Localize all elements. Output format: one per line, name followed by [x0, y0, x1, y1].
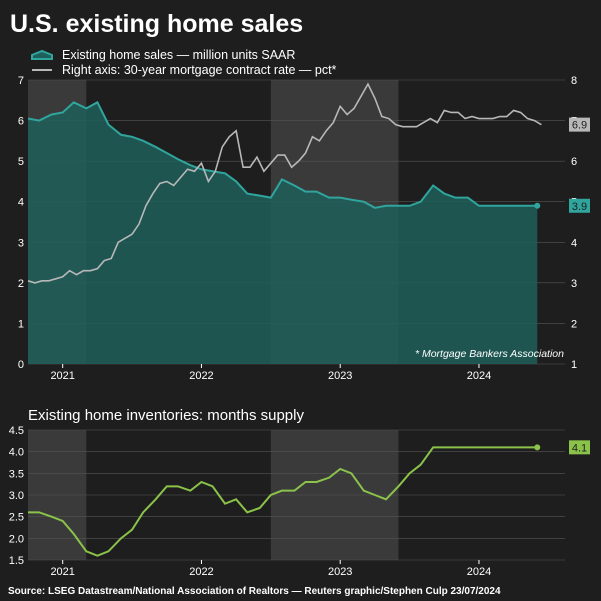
bottom-chart-x-tick-label: 2023: [328, 566, 352, 578]
inventory-end-label: 4.1: [572, 442, 587, 454]
bottom-chart-x-tick-label: 2021: [50, 566, 74, 578]
legend-sales-label: Existing home sales — million units SAAR: [62, 48, 295, 62]
sales-end-dot: [534, 202, 541, 209]
rate-end-label: 6.9: [572, 120, 587, 132]
bottom-chart-y-tick-label: 2.0: [9, 533, 24, 545]
top-chart-y-tick-label: 2: [18, 278, 24, 290]
bottom-chart-y-tick-label: 1.5: [9, 555, 24, 567]
top-chart-x-tick-label: 2022: [189, 370, 213, 382]
bottom-chart-x-tick-label: 2024: [467, 566, 491, 578]
top-chart-y2-tick-label: 8: [571, 75, 577, 87]
top-chart-y2-tick-label: 4: [571, 237, 577, 249]
bottom-chart-y-tick-label: 3.5: [9, 468, 24, 480]
sales-line: [27, 100, 538, 209]
bottom-chart-y-tick-label: 4.5: [9, 425, 24, 437]
rate-end-badge: [569, 117, 590, 132]
bottom-chart-y-tick-label: 2.5: [9, 512, 24, 524]
bottom-chart-y-tick-label: 3.0: [9, 490, 24, 502]
inventory-line: [28, 446, 538, 557]
top-chart-y-tick-label: 4: [18, 197, 24, 209]
top-chart-y-tick-label: 3: [18, 237, 24, 249]
inventory-end-dot: [534, 444, 541, 451]
top-chart-y-tick-label: 5: [18, 156, 24, 168]
top-chart-x-tick-label: 2021: [50, 370, 74, 382]
sales-end-label: 3.9: [572, 201, 587, 213]
top-chart-y2-tick-label: 2: [571, 318, 577, 330]
top-chart-note: * Mortgage Bankers Association: [415, 348, 564, 360]
sales-area: [28, 102, 538, 365]
top-chart-y-tick-label: 7: [18, 75, 24, 87]
sales-end-badge: [569, 198, 590, 213]
bottom-chart-x-tick-label: 2022: [189, 566, 213, 578]
top-chart-y2-tick-label: 1: [571, 359, 577, 371]
top-chart-y-tick-label: 0: [18, 359, 24, 371]
bottom-chart-y-tick-label: 4.0: [9, 447, 24, 459]
top-chart-x-tick-label: 2023: [328, 370, 352, 382]
top-chart: 012345672021202220232024123456783.96.9: [18, 75, 590, 382]
chart-title: U.S. existing home sales: [10, 10, 303, 38]
source-credit: Source: LSEG Datastream/National Associa…: [8, 586, 501, 597]
top-chart-y2-tick-label: 6: [571, 156, 577, 168]
teal-area-swatch-icon: [31, 49, 53, 60]
top-chart-x-tick-label: 2024: [467, 370, 491, 382]
bottom-chart: 1.5 2.0 2.5 3.0 3.5 4.0 4.5 2021 2022 2023 2024 4.1: [9, 425, 590, 578]
inventory-end-badge: [569, 440, 590, 455]
top-chart-legend: Existing home sales — million units SAAR…: [31, 48, 337, 77]
mortgage-rate-line: [27, 82, 542, 284]
top-chart-y-tick-label: 1: [18, 318, 24, 330]
bottom-chart-title: Existing home inventories: months supply: [28, 407, 304, 424]
top-chart-y2-tick-label: 3: [571, 278, 577, 290]
top-chart-y-tick-label: 6: [18, 116, 24, 128]
legend-rate-label: Right axis: 30-year mortgage contract ra…: [62, 63, 337, 77]
